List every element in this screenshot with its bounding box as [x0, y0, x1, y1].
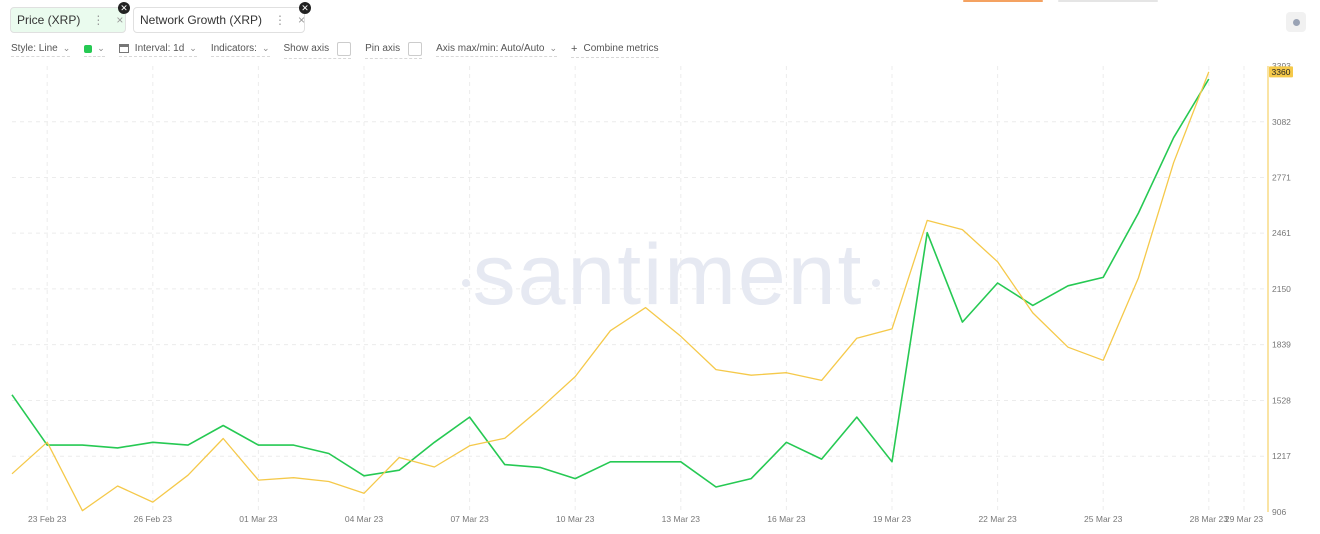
x-tick-label: 16 Mar 23 [767, 514, 806, 524]
color-swatch-icon [84, 44, 93, 53]
color-picker[interactable]: ⌄ [84, 43, 105, 57]
combine-metrics-label: Combine metrics [583, 43, 659, 54]
x-tick-label: 10 Mar 23 [556, 514, 595, 524]
x-tick-label: 25 Mar 23 [1084, 514, 1123, 524]
top-accent-gray [1058, 0, 1158, 2]
chevron-down-icon: ⌄ [62, 43, 71, 53]
plus-icon: + [571, 42, 578, 55]
interval-dropdown[interactable]: Interval: 1d ⌄ [118, 43, 197, 57]
x-tick-label: 01 Mar 23 [239, 514, 278, 524]
close-icon[interactable]: × [116, 13, 124, 27]
combine-metrics-button[interactable]: + Combine metrics [571, 42, 659, 58]
x-tick-label: 04 Mar 23 [345, 514, 384, 524]
y-tick-label: 1528 [1272, 395, 1291, 405]
interval-label: Interval: 1d [134, 43, 185, 54]
x-tick-label: 19 Mar 23 [873, 514, 912, 524]
chart-toolbar: Style: Line ⌄ ⌄ Interval: 1d ⌄ Indicators:… [11, 41, 1320, 59]
x-tick-label: 26 Feb 23 [134, 514, 173, 524]
axis-maxmin-label: Axis max/min: Auto/Auto [436, 43, 545, 54]
x-tick-label: 28 Mar 23 [1190, 514, 1229, 524]
y-tick-label: 2461 [1272, 228, 1291, 238]
metric-tab-label: Price (XRP) [17, 13, 81, 27]
series-line-network-growth [11, 71, 1210, 512]
metric-tab-network-growth[interactable]: Network Growth (XRP) ⋮ × [133, 7, 305, 33]
series-line-price [11, 78, 1210, 488]
checkbox-icon[interactable] [408, 41, 423, 56]
x-axis: 23 Feb 23 26 Feb 23 01 Mar 23 04 Mar 23 07 M… [28, 514, 1263, 524]
x-tick-label: 13 Mar 23 [662, 514, 701, 524]
axis-maxmin-dropdown[interactable]: Axis max/min: Auto/Auto ⌄ [436, 43, 558, 57]
chevron-down-icon: ⌄ [261, 43, 270, 53]
series-lines [11, 71, 1210, 512]
x-tick-label: 22 Mar 23 [978, 514, 1017, 524]
style-dropdown[interactable]: Style: Line ⌄ [11, 43, 71, 57]
y-axis: 906 1217 1528 1839 2150 2461 2771 3082 3393 [1272, 61, 1291, 517]
watermark-dot-right [872, 279, 880, 287]
current-value-badge-bg [1269, 66, 1293, 78]
show-axis-label: Show axis [283, 43, 330, 54]
checkbox-icon[interactable] [337, 41, 352, 56]
metric-tab-label: Network Growth (XRP) [140, 13, 263, 27]
y-tick-label: 3082 [1272, 117, 1291, 127]
chevron-down-icon: ⌄ [189, 43, 197, 53]
y-tick-label: 3393 [1272, 61, 1291, 71]
remove-metric-badge-icon[interactable]: ✕ [299, 2, 311, 14]
x-tick-label: 29 Mar 23 [1225, 514, 1264, 524]
x-tick-label: 07 Mar 23 [450, 514, 489, 524]
remove-metric-badge-icon[interactable]: ✕ [118, 2, 130, 14]
more-options-icon[interactable]: ⋮ [274, 13, 287, 27]
pin-axis-toggle[interactable]: Pin axis [365, 41, 423, 59]
grid-lines [12, 66, 1268, 512]
y-tick-label: 2150 [1272, 284, 1291, 294]
chart-settings-button[interactable] [1286, 12, 1306, 32]
top-accent-orange [963, 0, 1043, 2]
dot-icon [1292, 18, 1300, 26]
show-axis-toggle[interactable]: Show axis [283, 41, 352, 59]
style-label: Style: Line [11, 43, 58, 54]
y-tick-label: 2771 [1272, 173, 1291, 183]
watermark: santiment [473, 227, 864, 323]
more-options-icon[interactable]: ⋮ [92, 13, 105, 27]
pin-axis-label: Pin axis [365, 43, 401, 54]
current-value-label: 3360 [1272, 67, 1291, 77]
y-tick-label: 1839 [1272, 340, 1291, 350]
watermark-dot-left [462, 279, 470, 287]
calendar-icon [118, 44, 129, 53]
chevron-down-icon: ⌄ [97, 43, 105, 53]
indicators-label: Indicators: [210, 43, 257, 54]
indicators-dropdown[interactable]: Indicators: ⌄ [210, 43, 270, 57]
y-tick-label: 906 [1272, 507, 1286, 517]
chevron-down-icon: ⌄ [549, 43, 558, 53]
metric-tab-price[interactable]: Price (XRP) ⋮ × [10, 7, 126, 33]
x-tick-label: 23 Feb 23 [28, 514, 67, 524]
current-value-badge: 3360 [1269, 66, 1293, 78]
y-tick-label: 1217 [1272, 451, 1291, 461]
close-icon[interactable]: × [298, 13, 306, 27]
